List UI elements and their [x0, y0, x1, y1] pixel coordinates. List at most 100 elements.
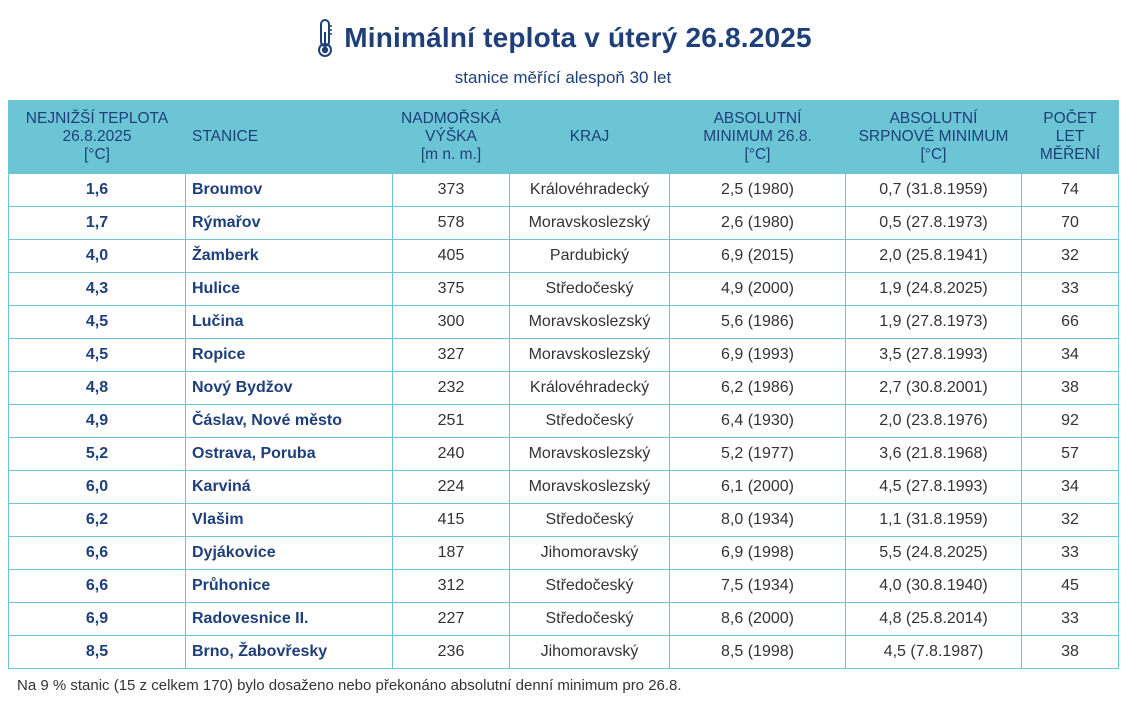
cell-lowest-temp: 4,8 [8, 371, 186, 405]
header-lowest-temp: NEJNIŽŠÍ TEPLOTA 26.8.2025 [°C] [8, 100, 186, 174]
cell-region: Středočeský [509, 602, 670, 636]
cell-lowest-temp: 6,0 [8, 470, 186, 504]
cell-years: 34 [1021, 470, 1119, 504]
cell-august-minimum: 1,9 (24.8.2025) [845, 272, 1022, 306]
cell-lowest-temp: 5,2 [8, 437, 186, 471]
cell-altitude: 227 [392, 602, 510, 636]
cell-august-minimum: 2,0 (25.8.1941) [845, 239, 1022, 273]
cell-years: 57 [1021, 437, 1119, 471]
cell-august-minimum: 3,5 (27.8.1993) [845, 338, 1022, 372]
cell-region: Středočeský [509, 272, 670, 306]
table-row: 4,5 Ropice 327 Moravskoslezský 6,9 (1993) 3,5… [8, 338, 1119, 372]
cell-absolute-minimum: 6,2 (1986) [669, 371, 846, 405]
cell-altitude: 578 [392, 206, 510, 240]
header-years-of-measurement: POČET LET MĚŘENÍ [1021, 100, 1119, 174]
cell-region: Královéhradecký [509, 371, 670, 405]
cell-august-minimum: 1,9 (27.8.1973) [845, 305, 1022, 339]
cell-altitude: 373 [392, 173, 510, 207]
cell-august-minimum: 2,7 (30.8.2001) [845, 371, 1022, 405]
cell-absolute-minimum: 6,4 (1930) [669, 404, 846, 438]
cell-station: Dyjákovice [185, 536, 393, 570]
cell-august-minimum: 3,6 (21.8.1968) [845, 437, 1022, 471]
table-row: 6,2 Vlašim 415 Středočeský 8,0 (1934) 1,1 (31… [8, 503, 1119, 537]
cell-region: Pardubický [509, 239, 670, 273]
cell-years: 32 [1021, 239, 1119, 273]
cell-years: 38 [1021, 635, 1119, 669]
cell-station: Karviná [185, 470, 393, 504]
header-absolute-minimum: ABSOLUTNÍ MINIMUM 26.8. [°C] [669, 100, 846, 174]
cell-station: Průhonice [185, 569, 393, 603]
cell-years: 66 [1021, 305, 1119, 339]
cell-region: Jihomoravský [509, 635, 670, 669]
table-row: 4,0 Žamberk 405 Pardubický 6,9 (2015) 2,0 (25… [8, 239, 1119, 273]
cell-altitude: 187 [392, 536, 510, 570]
cell-region: Moravskoslezský [509, 206, 670, 240]
cell-altitude: 236 [392, 635, 510, 669]
cell-years: 34 [1021, 338, 1119, 372]
cell-years: 74 [1021, 173, 1119, 207]
cell-years: 45 [1021, 569, 1119, 603]
table-header-row: NEJNIŽŠÍ TEPLOTA 26.8.2025 [°C] STANICE … [8, 100, 1119, 174]
cell-station: Rýmařov [185, 206, 393, 240]
cell-station: Ostrava, Poruba [185, 437, 393, 471]
cell-lowest-temp: 4,9 [8, 404, 186, 438]
cell-region: Moravskoslezský [509, 470, 670, 504]
cell-absolute-minimum: 2,5 (1980) [669, 173, 846, 207]
cell-august-minimum: 4,0 (30.8.1940) [845, 569, 1022, 603]
cell-station: Ropice [185, 338, 393, 372]
table-row: 6,6 Průhonice 312 Středočeský 7,5 (1934) 4,0 … [8, 569, 1119, 603]
cell-station: Nový Bydžov [185, 371, 393, 405]
cell-august-minimum: 2,0 (23.8.1976) [845, 404, 1022, 438]
cell-altitude: 224 [392, 470, 510, 504]
header-region: KRAJ [509, 100, 670, 174]
cell-years: 92 [1021, 404, 1119, 438]
thermometer-icon [318, 19, 333, 57]
cell-region: Středočeský [509, 503, 670, 537]
cell-absolute-minimum: 6,9 (2015) [669, 239, 846, 273]
cell-station: Hulice [185, 272, 393, 306]
cell-absolute-minimum: 5,6 (1986) [669, 305, 846, 339]
header-august-minimum: ABSOLUTNÍ SRPNOVÉ MINIMUM [°C] [845, 100, 1022, 174]
cell-lowest-temp: 4,3 [8, 272, 186, 306]
cell-station: Radovesnice II. [185, 602, 393, 636]
cell-lowest-temp: 4,5 [8, 338, 186, 372]
table-row: 4,9 Čáslav, Nové město 251 Středočeský 6,4 (… [8, 404, 1119, 438]
page-title: Minimální teplota v úterý 26.8.2025 [344, 22, 812, 53]
table-body: 1,6 Broumov 373 Královéhradecký 2,5 (1980) 0,… [8, 173, 1119, 669]
cell-altitude: 375 [392, 272, 510, 306]
cell-lowest-temp: 6,6 [8, 569, 186, 603]
cell-region: Moravskoslezský [509, 305, 670, 339]
cell-years: 38 [1021, 371, 1119, 405]
cell-altitude: 415 [392, 503, 510, 537]
cell-region: Moravskoslezský [509, 338, 670, 372]
page-subtitle: stanice měřící alespoň 30 let [454, 68, 672, 87]
cell-absolute-minimum: 6,9 (1993) [669, 338, 846, 372]
cell-lowest-temp: 6,2 [8, 503, 186, 537]
cell-station: Brno, Žabovřesky [185, 635, 393, 669]
cell-lowest-temp: 1,7 [8, 206, 186, 240]
cell-lowest-temp: 6,9 [8, 602, 186, 636]
cell-august-minimum: 4,5 (27.8.1993) [845, 470, 1022, 504]
header-altitude: NADMOŘSKÁ VÝŠKA [m n. m.] [392, 100, 510, 174]
table-row: 4,3 Hulice 375 Středočeský 4,9 (2000) 1,9 (24… [8, 272, 1119, 306]
table-row: 1,6 Broumov 373 Královéhradecký 2,5 (1980) 0,… [8, 173, 1119, 207]
cell-absolute-minimum: 8,0 (1934) [669, 503, 846, 537]
cell-absolute-minimum: 7,5 (1934) [669, 569, 846, 603]
cell-years: 33 [1021, 272, 1119, 306]
cell-altitude: 240 [392, 437, 510, 471]
cell-absolute-minimum: 6,1 (2000) [669, 470, 846, 504]
cell-altitude: 300 [392, 305, 510, 339]
cell-august-minimum: 4,5 (7.8.1987) [845, 635, 1022, 669]
cell-station: Žamberk [185, 239, 393, 273]
table-row: 6,0 Karviná 224 Moravskoslezský 6,1 (2000) 4,… [8, 470, 1119, 504]
cell-absolute-minimum: 4,9 (2000) [669, 272, 846, 306]
cell-region: Středočeský [509, 404, 670, 438]
cell-lowest-temp: 8,5 [8, 635, 186, 669]
table-row: 6,9 Radovesnice II. 227 Středočeský 8,6 (200… [8, 602, 1119, 636]
cell-altitude: 312 [392, 569, 510, 603]
cell-lowest-temp: 4,0 [8, 239, 186, 273]
cell-august-minimum: 5,5 (24.8.2025) [845, 536, 1022, 570]
table-row: 5,2 Ostrava, Poruba 240 Moravskoslezský 5,2 … [8, 437, 1119, 471]
cell-august-minimum: 0,7 (31.8.1959) [845, 173, 1022, 207]
cell-altitude: 405 [392, 239, 510, 273]
